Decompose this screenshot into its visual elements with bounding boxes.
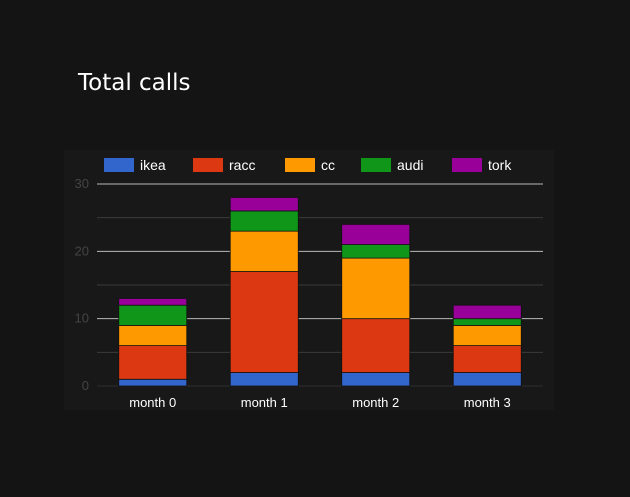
bar-segment-audi[interactable] xyxy=(341,244,411,259)
legend-label: audi xyxy=(397,157,423,173)
bar-segment-audi[interactable] xyxy=(118,304,188,326)
y-tick-label: 30 xyxy=(75,176,89,191)
bar-segment-tork[interactable] xyxy=(452,304,522,320)
legend: ikea racc cc audi tork xyxy=(104,157,512,173)
bar-segment-cc[interactable] xyxy=(229,230,299,272)
bar-segment-ikea[interactable] xyxy=(229,372,299,387)
bar-segment-racc[interactable] xyxy=(452,345,522,373)
x-tick-label: month 2 xyxy=(352,395,399,410)
legend-label: racc xyxy=(229,157,255,173)
bar-segment-ikea[interactable] xyxy=(452,372,522,387)
legend-swatch xyxy=(452,158,482,172)
legend-label: cc xyxy=(321,157,335,173)
bar-segment-audi[interactable] xyxy=(452,318,522,326)
bar-segment-tork[interactable] xyxy=(341,223,411,245)
bar-segment-tork[interactable] xyxy=(118,298,188,306)
bar-segment-racc[interactable] xyxy=(341,318,411,373)
x-tick-label: month 3 xyxy=(464,395,511,410)
bar-segment-tork[interactable] xyxy=(229,197,299,212)
bars xyxy=(118,197,522,387)
bar-segment-audi[interactable] xyxy=(229,210,299,232)
y-axis-ticks: 0 10 20 30 xyxy=(75,176,89,393)
bar-segment-ikea[interactable] xyxy=(341,372,411,387)
bar-segment-cc[interactable] xyxy=(341,257,411,320)
legend-swatch xyxy=(193,158,223,172)
bar-segment-racc[interactable] xyxy=(118,345,188,380)
y-tick-label: 20 xyxy=(75,243,89,258)
x-tick-label: month 0 xyxy=(129,395,176,410)
bar-segment-cc[interactable] xyxy=(118,324,188,346)
legend-swatch xyxy=(104,158,134,172)
legend-swatch xyxy=(361,158,391,172)
chart-title: Total calls xyxy=(78,70,191,96)
legend-item-racc[interactable]: racc xyxy=(193,157,255,173)
x-axis-ticks: month 0 month 1 month 2 month 3 xyxy=(129,395,510,410)
legend-item-cc[interactable]: cc xyxy=(285,157,335,173)
legend-item-audi[interactable]: audi xyxy=(361,157,423,173)
legend-item-ikea[interactable]: ikea xyxy=(104,157,166,173)
legend-item-tork[interactable]: tork xyxy=(452,157,512,173)
bar-segment-cc[interactable] xyxy=(452,324,522,346)
bar-segment-ikea[interactable] xyxy=(118,378,188,387)
bar-segment-racc[interactable] xyxy=(229,271,299,373)
y-tick-label: 0 xyxy=(82,378,89,393)
legend-label: tork xyxy=(488,157,512,173)
legend-swatch xyxy=(285,158,315,172)
y-tick-label: 10 xyxy=(75,311,89,326)
x-tick-label: month 1 xyxy=(241,395,288,410)
legend-label: ikea xyxy=(140,157,166,173)
